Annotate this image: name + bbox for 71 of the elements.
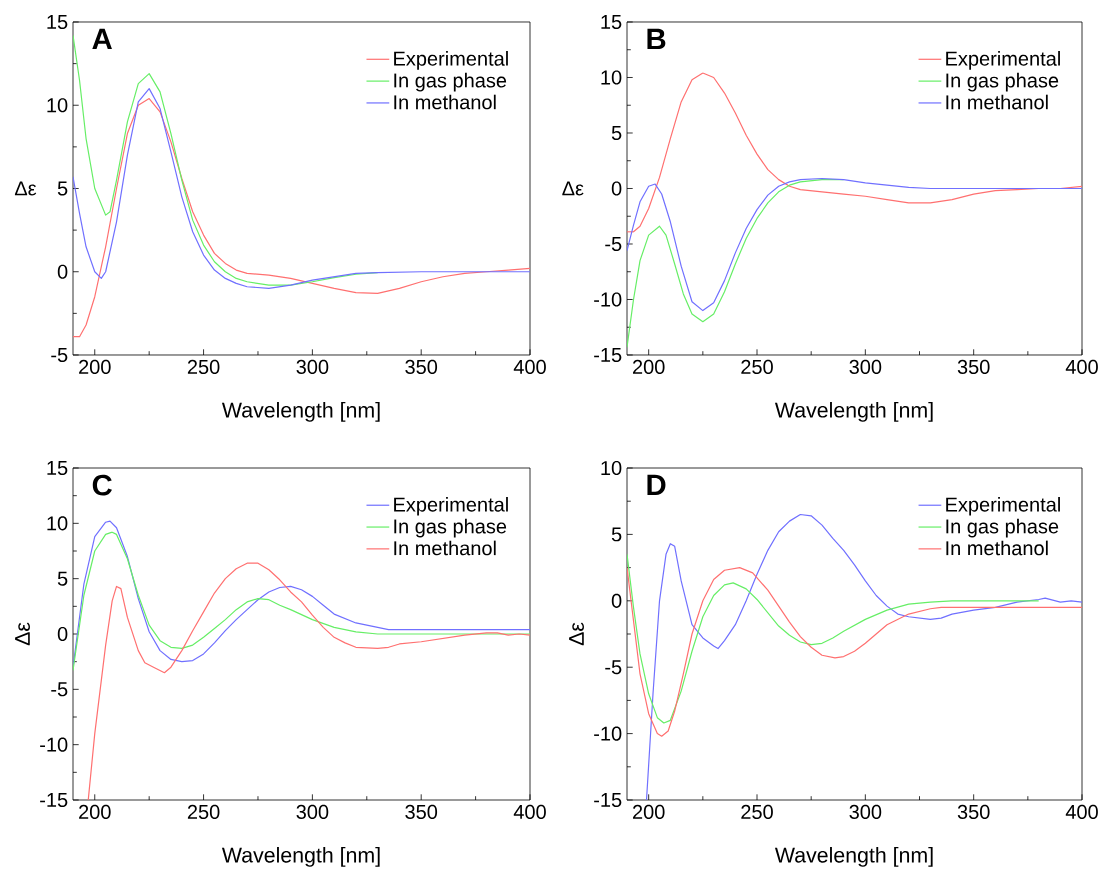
x-tick-label: 250	[741, 804, 773, 819]
y-tick-label: 5	[611, 527, 622, 542]
y-tick-label: -10	[594, 292, 622, 307]
x-tick-label: 400	[513, 804, 546, 819]
y-tick-label: 5	[57, 571, 68, 586]
x-tick-label: 300	[849, 804, 882, 819]
chart-title: C	[92, 474, 112, 496]
legend-label: In methanol	[946, 94, 1048, 110]
x-tick-label: 300	[849, 359, 882, 374]
chart-title: B	[647, 28, 666, 50]
y-tick-label: -5	[605, 660, 622, 675]
y-tick-label: 15	[47, 461, 68, 475]
x-tick-label: 400	[1065, 359, 1098, 374]
line-series	[627, 177, 1083, 312]
x-tick-label: 300	[296, 359, 329, 374]
legend-label: In gas phase	[946, 72, 1059, 92]
y-axis-title: Δε	[562, 181, 584, 196]
x-tick-label: 250	[187, 804, 220, 819]
y-tick-label: 10	[47, 516, 68, 531]
legend-label: Experimental	[394, 51, 508, 70]
y-tick-label: -10	[40, 737, 68, 752]
x-axis-title: Wavelength [nm]	[774, 401, 933, 422]
x-tick-label: 300	[296, 804, 329, 819]
chart-title: A	[92, 28, 112, 50]
legend-label: In gas phase	[946, 518, 1059, 538]
y-tick-label: -10	[594, 726, 622, 741]
y-tick-label: 10	[601, 70, 622, 85]
x-axis-title: Wavelength [nm]	[221, 401, 380, 422]
y-tick-label: 15	[47, 15, 68, 29]
x-axis-title: Wavelength [nm]	[221, 846, 380, 867]
x-tick-label: 350	[405, 804, 438, 819]
y-tick-label: 10	[601, 460, 622, 476]
y-axis-title: Δε	[14, 181, 37, 196]
y-tick-label: -5	[605, 237, 622, 251]
x-tick-label: 250	[741, 359, 773, 374]
legend-label: In gas phase	[394, 518, 507, 538]
y-axis-title: Δε	[15, 622, 30, 646]
y-tick-label: -5	[51, 682, 68, 697]
x-tick-label: 200	[633, 359, 665, 374]
y-tick-label: 15	[601, 15, 622, 29]
legend-label: In gas phase	[394, 72, 507, 92]
y-tick-label: 5	[611, 126, 622, 140]
y-tick-label: 5	[57, 181, 68, 196]
x-axis-title: Wavelength [nm]	[774, 846, 933, 867]
y-tick-label: -5	[51, 348, 68, 362]
legend-label: Experimental	[946, 51, 1060, 70]
x-tick-label: 400	[513, 359, 546, 374]
line-series	[627, 72, 1083, 233]
x-tick-label: 400	[1065, 804, 1098, 819]
x-tick-label: 250	[187, 359, 220, 374]
y-tick-label: 10	[47, 98, 68, 113]
legend-label: In methanol	[946, 540, 1048, 556]
x-tick-label: 350	[405, 359, 438, 374]
x-tick-label: 200	[79, 359, 111, 374]
legend-label: In methanol	[394, 94, 496, 110]
y-axis-title: Δε	[569, 622, 584, 646]
y-tick-label: -15	[40, 793, 68, 807]
y-tick-label: 0	[611, 181, 622, 196]
legend-label: In methanol	[394, 540, 496, 556]
y-tick-label: -15	[594, 348, 622, 362]
y-tick-label: 0	[57, 264, 68, 279]
y-tick-label: 0	[611, 593, 622, 608]
y-tick-label: 0	[57, 626, 68, 642]
x-tick-label: 350	[957, 804, 990, 819]
y-tick-label: -15	[594, 793, 622, 807]
legend-label: Experimental	[394, 496, 508, 516]
x-tick-label: 200	[633, 804, 665, 819]
legend-label: Experimental	[946, 496, 1060, 516]
x-tick-label: 200	[79, 804, 111, 819]
chart-title: D	[647, 474, 666, 495]
x-tick-label: 350	[957, 359, 990, 374]
